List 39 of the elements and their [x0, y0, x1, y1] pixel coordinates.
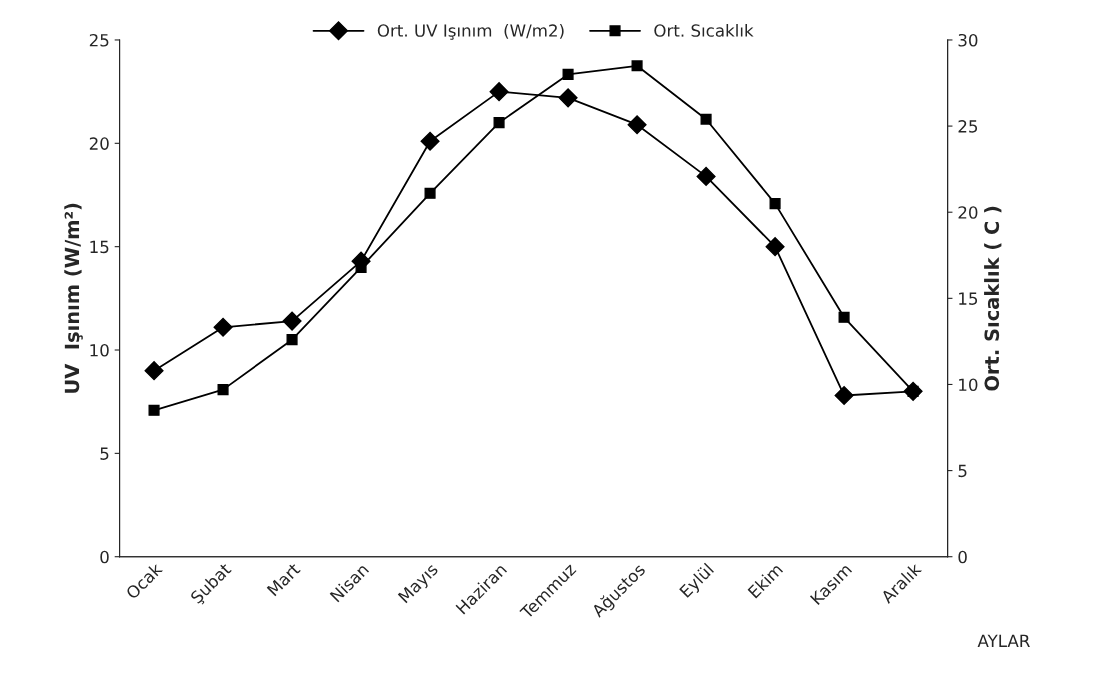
y-tick-label: 10 [90, 343, 109, 357]
y-axis-title: UV Işınım (W/m²) [64, 203, 83, 393]
point [834, 385, 854, 406]
point [489, 82, 509, 102]
point [424, 187, 436, 199]
point [213, 317, 233, 337]
y2-axis-title: Ort. Sıcaklık ( C ) [984, 206, 1002, 391]
point [420, 131, 440, 151]
point [700, 113, 712, 125]
y2-tick-label: 15 [959, 292, 978, 305]
point [217, 384, 229, 396]
y2-tick-label: 10 [959, 378, 978, 392]
y2-tick-label: 5 [958, 464, 967, 478]
point [696, 166, 716, 186]
point [493, 117, 505, 129]
legend-label: Ort. Sıcaklık [654, 23, 754, 37]
point [765, 237, 785, 257]
x-axis-title: AYLAR [977, 634, 1030, 647]
y-tick-label: 15 [90, 240, 109, 254]
y2-tick-label: 20 [958, 206, 978, 219]
y2-tick-label: 0 [958, 550, 967, 564]
point [627, 115, 647, 135]
point [769, 198, 781, 210]
point [558, 88, 578, 108]
y-tick-label: 25 [89, 33, 109, 47]
point [838, 311, 850, 323]
y-tick-label: 0 [100, 550, 109, 564]
point [286, 334, 298, 346]
y2-tick-label: 30 [958, 33, 978, 47]
point [562, 68, 574, 80]
point [282, 311, 302, 331]
y2-tick-label: 25 [958, 120, 978, 133]
legend-label: Ort. UV Işınım (W/m2) [377, 23, 564, 40]
point [631, 60, 643, 72]
y-tick-label: 5 [100, 447, 109, 460]
point [148, 404, 160, 416]
y-tick-label: 20 [89, 137, 109, 150]
point [903, 381, 923, 401]
point [144, 361, 164, 381]
